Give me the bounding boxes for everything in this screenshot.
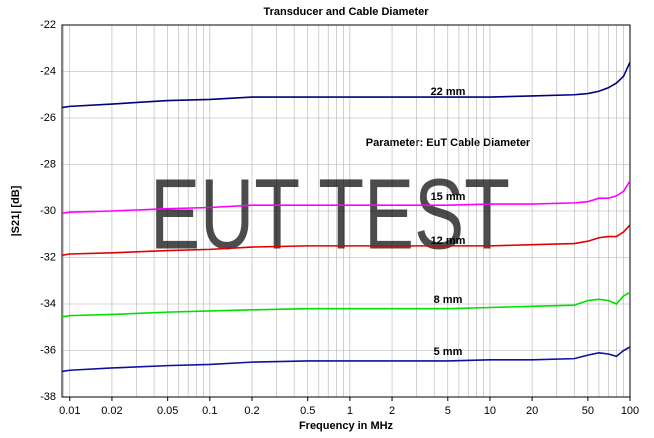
- y-tick-label: -24: [40, 65, 56, 77]
- x-tick-label: 5: [445, 405, 451, 417]
- series-line: [61, 346, 631, 373]
- x-tick-label: 0.2: [244, 405, 259, 417]
- x-tick-label: 50: [582, 405, 594, 417]
- series-label: 12 mm: [431, 235, 466, 247]
- plot-frame: [61, 24, 631, 398]
- x-tick-label: 10: [484, 405, 496, 417]
- chart-title: Transducer and Cable Diameter: [263, 6, 429, 18]
- series-label: 22 mm: [431, 86, 466, 98]
- x-tick-label: 0.01: [59, 405, 80, 417]
- series-label: 5 mm: [434, 346, 463, 358]
- x-tick-label: 20: [526, 405, 538, 417]
- series-line: [61, 180, 631, 215]
- watermark: EUT TEST: [150, 158, 510, 270]
- y-tick-label: -28: [40, 158, 56, 170]
- x-tick-label: 0.05: [157, 405, 178, 417]
- series-label: 15 mm: [431, 191, 466, 203]
- x-tick-label: 2: [389, 405, 395, 417]
- series-line: [61, 224, 631, 256]
- y-tick-label: -32: [40, 251, 56, 263]
- x-tick-label: 100: [621, 405, 639, 417]
- y-tick-label: -34: [40, 298, 56, 310]
- series-line: [61, 291, 631, 318]
- y-tick-label: -30: [40, 205, 56, 217]
- y-tick-label: -38: [40, 391, 56, 403]
- x-tick-label: 0.1: [202, 405, 217, 417]
- x-tick-label: 0.5: [300, 405, 315, 417]
- y-axis-label: |S21| [dB]: [10, 185, 22, 236]
- x-tick-label: 0.02: [101, 405, 122, 417]
- y-tick-label: -26: [40, 112, 56, 124]
- x-axis-label: Frequency in MHz: [299, 420, 394, 432]
- series-line: [61, 61, 631, 109]
- x-tick-label: 1: [347, 405, 353, 417]
- y-tick-label: -22: [40, 19, 56, 31]
- annotation: Parameter: EuT Cable Diameter: [366, 137, 531, 149]
- y-tick-label: -36: [40, 344, 56, 356]
- series-label: 8 mm: [434, 294, 463, 306]
